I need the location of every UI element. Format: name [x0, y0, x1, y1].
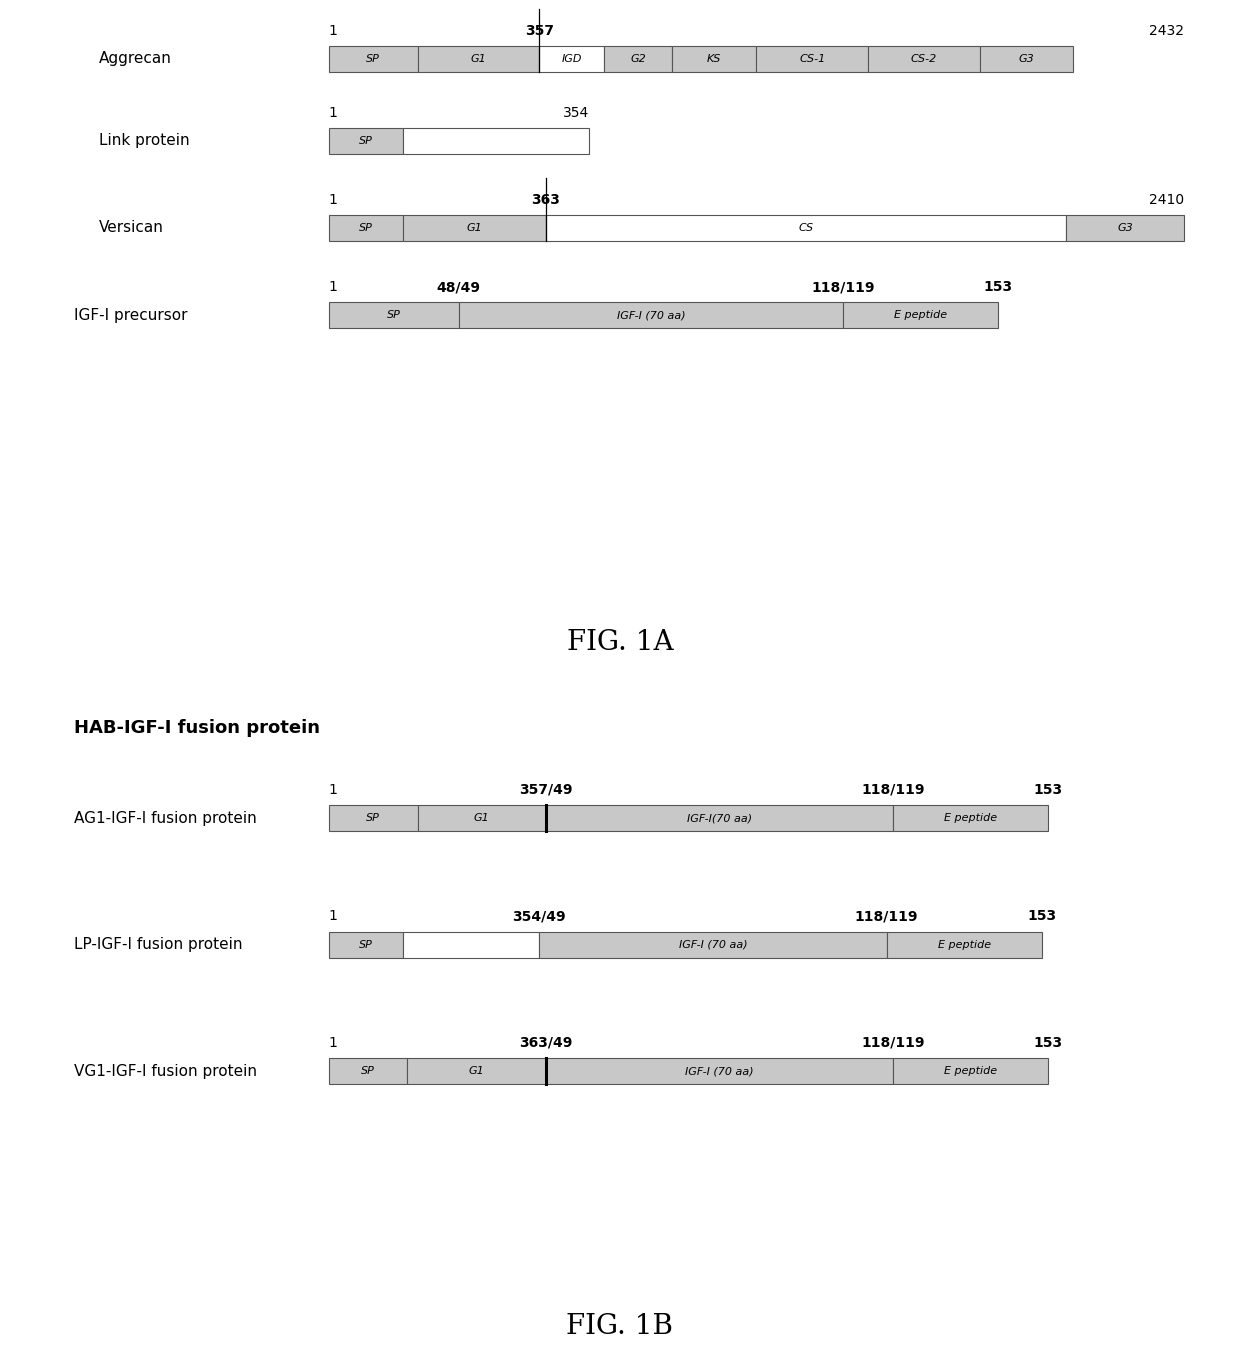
Text: G1: G1 — [471, 53, 486, 64]
Text: E peptide: E peptide — [937, 940, 991, 949]
Text: 363/49: 363/49 — [518, 1036, 573, 1051]
Text: IGF-I (70 aa): IGF-I (70 aa) — [678, 940, 748, 949]
Bar — [329, 804, 418, 830]
Text: LP-IGF-I fusion protein: LP-IGF-I fusion protein — [74, 937, 243, 952]
Text: G1: G1 — [474, 813, 490, 824]
Text: 48/49: 48/49 — [436, 280, 481, 294]
Text: 2410: 2410 — [1149, 193, 1184, 207]
Text: FIG. 1A: FIG. 1A — [567, 629, 673, 657]
Bar — [1066, 215, 1184, 241]
Text: IGF-I (70 aa): IGF-I (70 aa) — [684, 1066, 754, 1077]
Text: G1: G1 — [466, 223, 482, 233]
Text: 153: 153 — [1033, 782, 1063, 796]
Text: 118/119: 118/119 — [861, 1036, 925, 1051]
Text: CS: CS — [799, 223, 813, 233]
Text: G2: G2 — [630, 53, 646, 64]
Bar — [546, 1059, 893, 1083]
Bar — [403, 215, 546, 241]
Bar — [893, 1059, 1048, 1083]
Text: SP: SP — [387, 311, 401, 320]
Bar — [407, 1059, 546, 1083]
Text: FIG. 1B: FIG. 1B — [567, 1313, 673, 1341]
Text: 153: 153 — [1027, 910, 1056, 923]
Bar — [329, 1059, 407, 1083]
Bar — [418, 804, 546, 830]
Bar — [329, 215, 403, 241]
Text: CS-2: CS-2 — [910, 53, 937, 64]
Text: 153: 153 — [983, 280, 1013, 294]
Text: 118/119: 118/119 — [854, 910, 919, 923]
Bar — [604, 47, 672, 71]
Bar — [418, 47, 539, 71]
Text: SP: SP — [366, 813, 381, 824]
Bar — [887, 932, 1042, 958]
Bar — [756, 47, 868, 71]
Text: 1: 1 — [329, 280, 337, 294]
Bar — [329, 47, 418, 71]
Text: G1: G1 — [469, 1066, 484, 1077]
Text: G3: G3 — [1018, 53, 1034, 64]
Text: SP: SP — [361, 1066, 374, 1077]
Text: Link protein: Link protein — [99, 134, 190, 148]
Text: IGF-I (70 aa): IGF-I (70 aa) — [616, 311, 686, 320]
Text: SP: SP — [358, 940, 373, 949]
Text: SP: SP — [366, 53, 381, 64]
Bar — [329, 302, 459, 328]
Text: IGD: IGD — [562, 53, 582, 64]
Text: 357: 357 — [525, 23, 554, 37]
Text: 354: 354 — [563, 105, 589, 119]
Bar — [546, 215, 1066, 241]
Text: 1: 1 — [329, 782, 337, 796]
Text: 1: 1 — [329, 105, 337, 119]
Text: 354/49: 354/49 — [512, 910, 567, 923]
Text: Aggrecan: Aggrecan — [99, 52, 172, 66]
Text: IGF-I precursor: IGF-I precursor — [74, 308, 188, 323]
Bar — [546, 804, 893, 830]
Text: 118/119: 118/119 — [811, 280, 875, 294]
Bar — [329, 932, 403, 958]
Text: 2432: 2432 — [1149, 23, 1184, 37]
Text: IGF-I(70 aa): IGF-I(70 aa) — [687, 813, 751, 824]
Bar — [539, 932, 887, 958]
Bar — [843, 302, 998, 328]
Text: 1: 1 — [329, 193, 337, 207]
Text: VG1-IGF-I fusion protein: VG1-IGF-I fusion protein — [74, 1064, 258, 1078]
Text: 357/49: 357/49 — [518, 782, 573, 796]
Bar — [403, 129, 589, 155]
Bar — [403, 932, 539, 958]
Text: E peptide: E peptide — [944, 813, 997, 824]
Text: HAB-IGF-I fusion protein: HAB-IGF-I fusion protein — [74, 720, 320, 737]
Bar — [539, 47, 604, 71]
Text: E peptide: E peptide — [894, 311, 947, 320]
Text: 118/119: 118/119 — [861, 782, 925, 796]
Text: AG1-IGF-I fusion protein: AG1-IGF-I fusion protein — [74, 811, 257, 825]
Bar — [893, 804, 1048, 830]
Text: 363: 363 — [531, 193, 560, 207]
Text: 1: 1 — [329, 23, 337, 37]
Text: 1: 1 — [329, 910, 337, 923]
Text: CS-1: CS-1 — [799, 53, 826, 64]
Text: SP: SP — [358, 223, 373, 233]
Text: KS: KS — [707, 53, 722, 64]
Bar — [459, 302, 843, 328]
Bar — [980, 47, 1073, 71]
Text: SP: SP — [358, 135, 373, 146]
Text: E peptide: E peptide — [944, 1066, 997, 1077]
Bar — [672, 47, 756, 71]
Bar — [868, 47, 980, 71]
Bar — [329, 129, 403, 155]
Text: 1: 1 — [329, 1036, 337, 1051]
Text: G3: G3 — [1117, 223, 1133, 233]
Text: Versican: Versican — [99, 220, 164, 235]
Text: 153: 153 — [1033, 1036, 1063, 1051]
